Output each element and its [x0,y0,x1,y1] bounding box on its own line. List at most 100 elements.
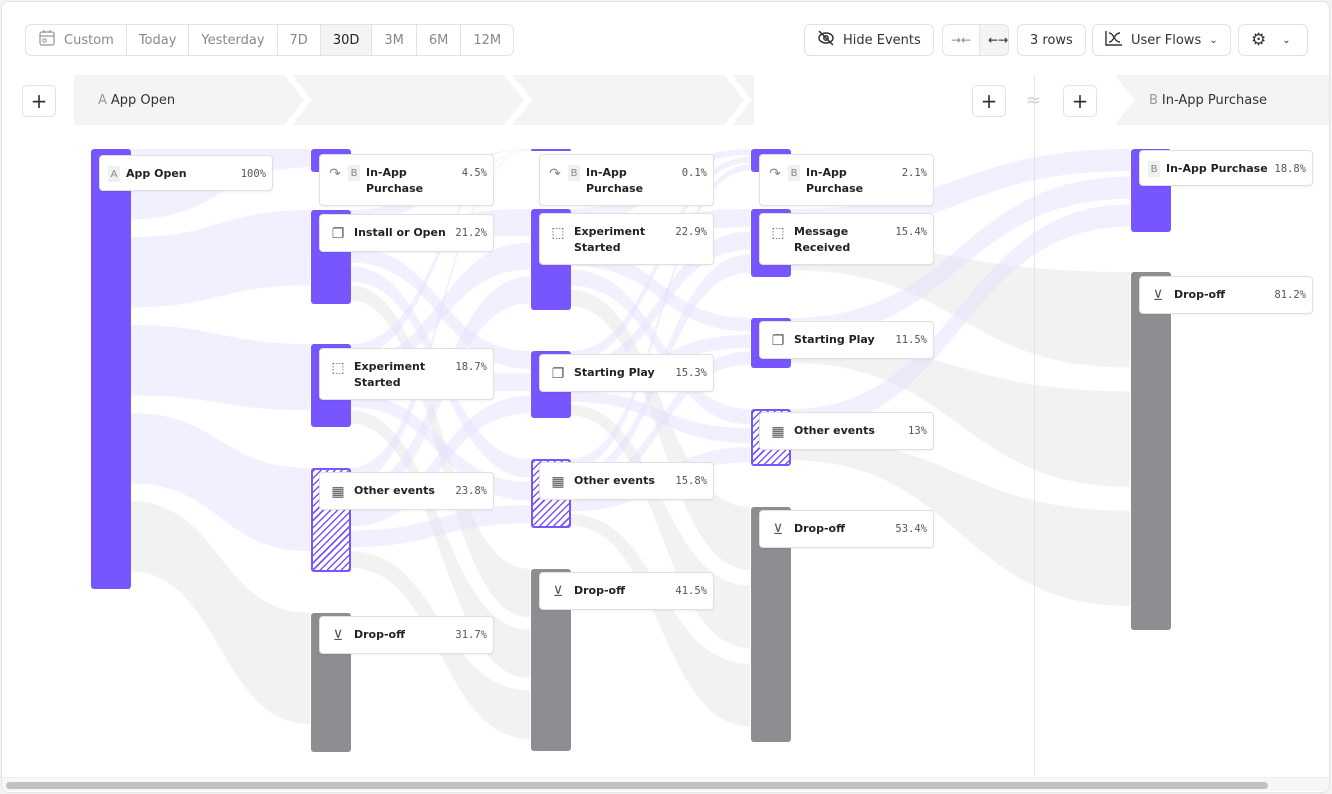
node-bar[interactable] [91,149,131,589]
node-percent: 21.2% [455,227,487,239]
date-range-label: 3M [384,32,404,48]
flow-link [570,514,750,727]
flow-link [570,231,750,376]
date-range-6m[interactable]: 6M [417,25,462,55]
step-b-chevron [1115,75,1329,125]
node-name: Drop-off [574,584,626,597]
flow-node-card[interactable]: ⬚ Message Received 15.4% [759,213,934,265]
flow-node-card[interactable]: ⊻ Drop-off 31.7% [319,616,494,654]
copy-icon: ❐ [771,333,785,349]
step-badge: B [1148,161,1160,177]
flow-node-card[interactable]: ❐ Starting Play 15.3% [539,354,714,392]
node-percent: 81.2% [1274,289,1306,301]
horizontal-scrollbar[interactable] [2,777,1329,791]
flow-node-card[interactable]: ▦ Other events 13% [759,412,934,450]
flow-node-card[interactable]: ❐ Starting Play 11.5% [759,321,934,359]
chevron-down-icon: ⌄ [1282,34,1291,46]
rows-button[interactable]: 3 rows [1017,24,1086,56]
copy-icon: ❐ [551,366,565,382]
flow-node-card[interactable]: ⬚ Experiment Started 22.9% [539,213,714,265]
flow-link [790,176,1130,338]
node-percent: 18.8% [1274,163,1306,175]
flow-link [350,410,530,679]
flow-node-card[interactable]: ↷ B In-App Purchase 0.1% [539,154,714,206]
date-range-3m[interactable]: 3M [372,25,417,55]
flow-link [570,391,750,444]
flow-node-card[interactable]: ↷ B In-App Purchase 4.5% [319,154,494,206]
node-percent: 23.8% [455,485,487,497]
flow-node-card[interactable]: B In-App Purchase 18.8% [1139,150,1313,186]
settings-button[interactable]: ⚙ ⌄ [1238,24,1308,56]
add-step-after-button[interactable]: + [972,85,1006,117]
scrollbar-thumb[interactable] [6,782,1268,789]
node-percent: 15.4% [895,226,927,238]
flow-node-card[interactable]: ❐ Install or Open 21.2% [319,214,494,252]
flow-node-card[interactable]: ↷ B In-App Purchase 2.1% [759,154,934,206]
node-percent: 4.5% [461,167,487,179]
redirect-icon: ↷ [549,166,561,182]
cursor-click-icon: ⬚ [331,360,345,376]
date-range-label: Yesterday [201,32,265,48]
add-step-before-b-button[interactable]: + [1063,85,1097,117]
node-name: In-App Purchase [366,166,424,195]
grid-icon: ▦ [551,474,565,490]
arrow-down-circle-icon: ⊻ [332,628,344,644]
eye-off-icon [817,30,835,50]
date-range-12m[interactable]: 12M [461,25,513,55]
node-name: Message Received [794,225,851,254]
flow-node-card[interactable]: ⊻ Drop-off 81.2% [1139,276,1313,314]
flow-node-card[interactable]: ▦ Other events 23.8% [319,472,494,510]
flow-node-card[interactable]: ⊻ Drop-off 41.5% [539,572,714,610]
arrow-down-circle-icon: ⊻ [772,522,784,538]
grid-icon: ▦ [771,424,785,440]
date-range-today[interactable]: Today [127,25,190,55]
node-percent: 41.5% [675,585,707,597]
node-name: Starting Play [794,333,875,346]
node-bar[interactable] [531,149,571,151]
chevron-down-icon: ⌄ [1209,34,1218,46]
redirect-icon: ↷ [329,166,341,182]
flow-node-card[interactable]: ⊻ Drop-off 53.4% [759,510,934,548]
node-name: Experiment Started [574,225,646,254]
rows-label: 3 rows [1030,32,1073,48]
node-name: Drop-off [794,522,846,535]
arrow-down-circle-icon: ⊻ [1152,288,1164,304]
grid-icon: ▦ [331,484,345,500]
flow-link [570,249,750,332]
date-range-selector: Custom Today Yesterday 7D 30D 3M 6M 12M [25,24,515,56]
flow-link [790,243,1130,368]
flow-node-card[interactable]: A App Open 100% [99,155,273,191]
node-name: In-App Purchase [1166,162,1268,175]
flow-node-card[interactable]: ⬚ Experiment Started 18.7% [319,348,494,400]
date-range-30d[interactable]: 30D [320,25,373,55]
add-step-before-button[interactable]: + [22,85,56,117]
collapse-expand-group: →← ←→ [942,24,1009,56]
step-badge: B [568,165,580,181]
flow-link [130,413,310,552]
view-dropdown[interactable]: User Flows ⌄ [1092,24,1231,56]
node-name: In-App Purchase [586,166,644,195]
node-name: Experiment Started [354,360,426,389]
copy-icon: ❐ [331,226,345,242]
flow-link [790,204,1130,432]
node-name: Install or Open [354,226,446,239]
flow-link [350,395,530,527]
expand-icon[interactable]: ←→ [980,25,1008,55]
flow-node-card[interactable]: ▦ Other events 15.8% [539,462,714,500]
node-percent: 15.8% [675,475,707,487]
node-percent: 0.1% [681,167,707,179]
hide-events-button[interactable]: Hide Events [804,24,934,56]
flow-link [350,150,530,485]
date-range-yesterday[interactable]: Yesterday [189,25,278,55]
flow-link [130,501,310,725]
date-range-label: 6M [428,32,449,48]
collapse-icon[interactable]: →← [943,25,981,55]
date-range-7d[interactable]: 7D [278,25,321,55]
date-range-label: 7D [289,32,308,48]
cursor-click-icon: ⬚ [551,225,565,241]
date-range-custom[interactable]: Custom [26,25,127,55]
node-name: Starting Play [574,366,655,379]
date-range-label: Custom [64,32,114,48]
node-bar[interactable] [1131,272,1171,630]
node-name: Drop-off [354,628,406,641]
